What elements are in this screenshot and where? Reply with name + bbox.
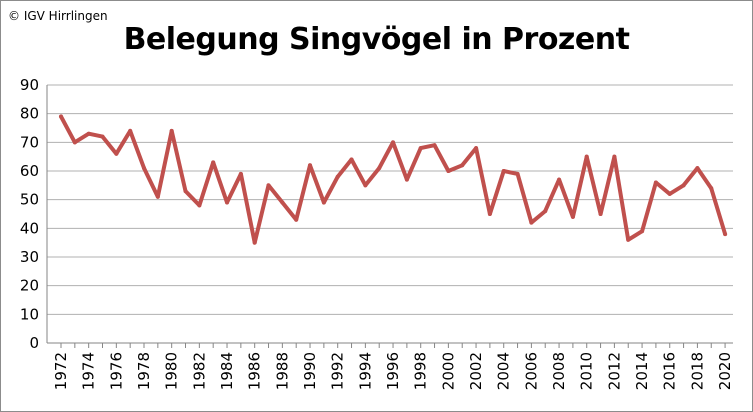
x-tick-label: 1988 bbox=[273, 352, 291, 390]
x-tick-label: 2004 bbox=[495, 352, 513, 390]
y-tick-label: 50 bbox=[20, 191, 39, 209]
y-tick-label: 90 bbox=[20, 76, 39, 94]
data-point bbox=[695, 166, 700, 171]
data-point bbox=[446, 169, 451, 173]
data-point bbox=[501, 169, 506, 173]
copyright-notice: © IGV Hirrlingen bbox=[8, 9, 108, 23]
data-point bbox=[377, 166, 382, 171]
series bbox=[59, 114, 728, 245]
gridlines bbox=[46, 84, 733, 348]
data-point bbox=[100, 134, 105, 139]
data-point bbox=[321, 200, 326, 205]
x-tick-label: 1990 bbox=[301, 352, 319, 390]
x-tick-label: 2000 bbox=[439, 352, 457, 390]
y-axis-ticks: 0 10 20 30 40 50 60 70 80 90 bbox=[20, 76, 39, 352]
x-tick-label: 1994 bbox=[356, 352, 374, 390]
data-point bbox=[155, 194, 160, 199]
data-point bbox=[294, 217, 299, 222]
x-tick-label: 2020 bbox=[716, 352, 734, 390]
data-point bbox=[681, 183, 686, 188]
y-tick-label: 20 bbox=[20, 277, 39, 295]
x-tick-label: 2014 bbox=[633, 352, 651, 390]
x-tick-label: 1986 bbox=[246, 352, 264, 390]
data-point bbox=[570, 214, 575, 219]
x-tick-label: 1992 bbox=[329, 352, 347, 390]
data-point bbox=[626, 237, 631, 242]
data-point bbox=[363, 183, 368, 188]
data-point bbox=[598, 212, 603, 216]
data-point bbox=[612, 154, 617, 159]
data-point bbox=[211, 160, 216, 165]
x-tick-label: 2006 bbox=[522, 352, 540, 390]
y-tick-label: 40 bbox=[20, 219, 39, 237]
data-point bbox=[142, 166, 147, 171]
data-point bbox=[723, 232, 728, 237]
data-point bbox=[653, 180, 658, 185]
x-tick-label: 2008 bbox=[550, 352, 568, 390]
x-axis-ticks: 1972 1974 1976 1978 1980 1982 1984 1986 1988 1990… bbox=[52, 352, 734, 390]
x-tick-label: 2002 bbox=[467, 352, 485, 390]
x-tick-label: 1984 bbox=[218, 352, 236, 390]
data-point bbox=[640, 229, 645, 234]
data-point bbox=[183, 189, 188, 194]
data-point bbox=[335, 174, 340, 179]
x-tick-label: 1982 bbox=[190, 352, 208, 390]
x-tick-label: 1998 bbox=[412, 352, 430, 390]
x-tick-label: 2012 bbox=[605, 352, 623, 390]
data-point bbox=[557, 177, 562, 182]
x-tick-label: 2016 bbox=[661, 352, 679, 390]
data-point bbox=[197, 203, 202, 208]
x-tick-label: 1978 bbox=[135, 352, 153, 390]
data-point bbox=[667, 191, 672, 196]
chart-title: Belegung Singvögel in Prozent bbox=[123, 22, 630, 57]
x-tick-label: 1974 bbox=[80, 352, 98, 390]
data-point bbox=[543, 209, 548, 214]
data-point bbox=[128, 128, 133, 133]
y-tick-label: 30 bbox=[20, 248, 39, 266]
x-tick-label: 1976 bbox=[107, 352, 125, 390]
data-point bbox=[169, 128, 174, 133]
data-point bbox=[391, 140, 396, 145]
data-point bbox=[460, 163, 465, 168]
data-point bbox=[59, 114, 63, 119]
y-tick-label: 10 bbox=[20, 305, 39, 323]
data-point bbox=[349, 157, 354, 162]
data-point bbox=[515, 171, 520, 176]
data-point bbox=[72, 140, 77, 145]
y-tick-label: 60 bbox=[20, 162, 39, 180]
data-point bbox=[418, 146, 423, 151]
x-tick-label: 1980 bbox=[163, 352, 181, 390]
y-tick-label: 80 bbox=[20, 105, 39, 123]
x-tick-label: 1972 bbox=[52, 352, 70, 390]
y-tick-label: 70 bbox=[20, 133, 39, 151]
data-point bbox=[474, 146, 479, 151]
data-point bbox=[238, 171, 243, 176]
data-point bbox=[584, 154, 589, 159]
x-tick-label: 1996 bbox=[384, 352, 402, 390]
data-point bbox=[487, 212, 492, 216]
x-tick-label: 2010 bbox=[578, 352, 596, 390]
data-point bbox=[529, 220, 534, 225]
data-point bbox=[225, 200, 230, 205]
data-point bbox=[86, 131, 91, 136]
data-point bbox=[404, 177, 409, 182]
data-point bbox=[432, 143, 437, 148]
data-point bbox=[280, 200, 285, 205]
data-point bbox=[308, 163, 313, 168]
data-point bbox=[114, 151, 119, 156]
data-point bbox=[266, 183, 271, 188]
data-point bbox=[709, 186, 714, 191]
x-tick-label: 2018 bbox=[688, 352, 706, 390]
y-tick-label: 0 bbox=[29, 334, 39, 352]
data-point bbox=[252, 240, 257, 245]
series-line bbox=[59, 114, 728, 245]
